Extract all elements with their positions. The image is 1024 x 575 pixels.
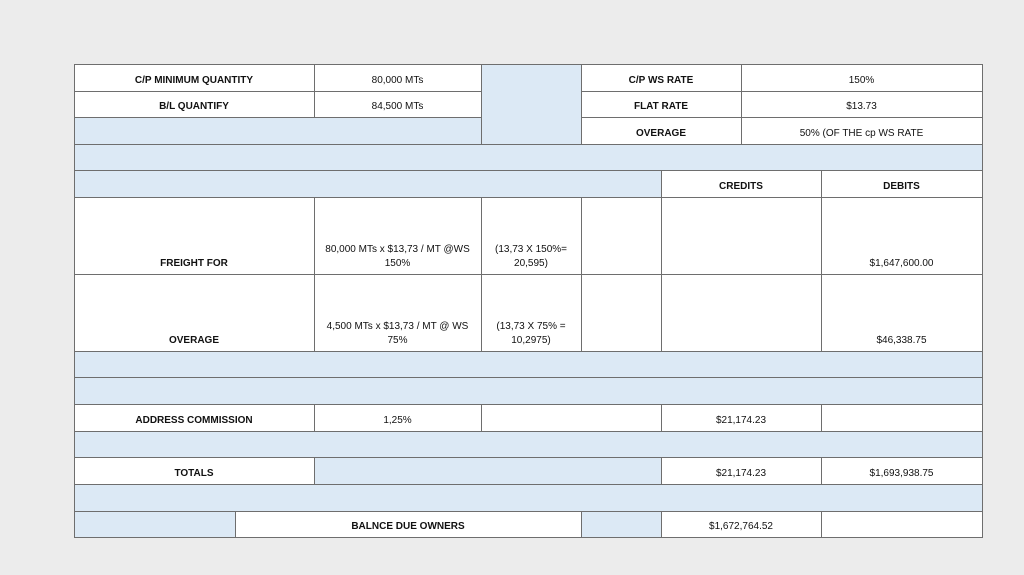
empty-cell xyxy=(73,430,983,458)
table-cell: 4,500 MTs x $13,73 / MT @ WS 75% xyxy=(313,273,482,352)
empty-cell xyxy=(480,63,582,145)
empty-cell xyxy=(73,376,983,405)
table-cell: 80,000 MTs xyxy=(313,63,482,92)
empty-cell xyxy=(820,510,983,538)
table-cell: 150% xyxy=(740,63,983,92)
table-cell: BALNCE DUE OWNERS xyxy=(234,510,582,538)
empty-cell xyxy=(660,273,822,352)
table-cell: $46,338.75 xyxy=(820,273,983,352)
table-cell: C/P WS RATE xyxy=(580,63,742,92)
table-cell: $1,672,764.52 xyxy=(660,510,822,538)
empty-cell xyxy=(820,403,983,432)
empty-cell xyxy=(73,483,983,512)
table-cell: $1,693,938.75 xyxy=(820,456,983,485)
empty-cell xyxy=(660,196,822,275)
table-cell: FREIGHT FOR xyxy=(73,196,315,275)
empty-cell xyxy=(73,143,983,171)
empty-cell xyxy=(73,350,983,378)
table-cell: $21,174.23 xyxy=(660,456,822,485)
table-cell: $21,174.23 xyxy=(660,403,822,432)
table-cell: (13,73 X 75% = 10,2975) xyxy=(480,273,582,352)
empty-cell xyxy=(73,510,236,538)
table-cell: FLAT RATE xyxy=(580,90,742,118)
empty-cell xyxy=(73,169,662,198)
empty-cell xyxy=(580,273,662,352)
empty-cell xyxy=(480,403,662,432)
table-cell: (13,73 X 150%= 20,595) xyxy=(480,196,582,275)
table-cell: 50% (OF THE cp WS RATE xyxy=(740,116,983,145)
table-cell: CREDITS xyxy=(660,169,822,198)
empty-cell xyxy=(313,456,662,485)
empty-cell xyxy=(580,196,662,275)
table-cell: 80,000 MTs x $13,73 / MT @WS 150% xyxy=(313,196,482,275)
empty-cell xyxy=(580,510,662,538)
table-cell: $13.73 xyxy=(740,90,983,118)
table-cell: $1,647,600.00 xyxy=(820,196,983,275)
table-cell: 1,25% xyxy=(313,403,482,432)
table-cell: OVERAGE xyxy=(73,273,315,352)
table-cell: 84,500 MTs xyxy=(313,90,482,118)
table-cell: C/P MINIMUM QUANTITY xyxy=(73,63,315,92)
empty-cell xyxy=(73,116,482,145)
table-cell: ADDRESS COMMISSION xyxy=(73,403,315,432)
table-cell: TOTALS xyxy=(73,456,315,485)
table-cell: OVERAGE xyxy=(580,116,742,145)
table-cell: DEBITS xyxy=(820,169,983,198)
table-cell: B/L QUANTIFY xyxy=(73,90,315,118)
